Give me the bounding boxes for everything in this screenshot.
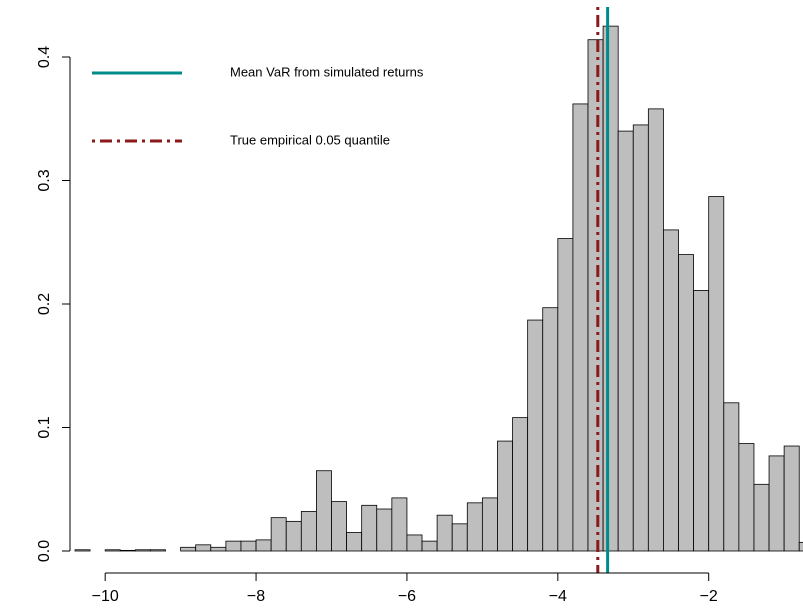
bar [557, 238, 574, 552]
bar [150, 549, 166, 552]
bar [617, 130, 634, 552]
bar [451, 523, 468, 552]
bar [783, 445, 800, 552]
bar [693, 290, 710, 552]
bar [708, 196, 725, 552]
bar [798, 541, 803, 552]
bar [225, 540, 242, 552]
bar [270, 517, 287, 552]
bar [723, 402, 740, 552]
bar [738, 443, 755, 552]
bar [210, 546, 227, 552]
bar [406, 534, 423, 552]
y-tick-label: 0.4 [36, 46, 53, 68]
bar [421, 540, 438, 552]
bar [527, 319, 544, 552]
y-tick-label: 0.0 [36, 540, 53, 562]
y-tick-label: 0.1 [36, 416, 53, 438]
bar [768, 455, 785, 552]
bar [572, 103, 589, 552]
bar [512, 417, 529, 552]
bar [316, 470, 332, 552]
x-tick-label: −2 [700, 588, 718, 605]
bar [134, 549, 151, 552]
x-tick-label: −4 [549, 588, 567, 605]
bar [647, 108, 664, 552]
bar [663, 229, 679, 552]
bar [180, 546, 197, 552]
bar [104, 549, 121, 552]
bar [300, 511, 317, 552]
bar [481, 497, 498, 552]
bar [391, 497, 408, 552]
bar [285, 520, 302, 552]
bar [632, 124, 649, 552]
bar [466, 502, 483, 552]
x-tick-label: −6 [398, 588, 416, 605]
bar [119, 549, 136, 552]
bar [361, 504, 378, 552]
bar [542, 307, 559, 552]
bar [376, 508, 393, 552]
y-tick-label: 0.2 [36, 293, 53, 315]
bar [587, 39, 604, 552]
bar [240, 540, 257, 552]
bar [436, 514, 453, 552]
x-tick-label: −10 [92, 588, 119, 605]
plot-area [74, 7, 803, 573]
x-tick-label: −8 [247, 588, 265, 605]
bar [74, 549, 91, 552]
bar [753, 483, 770, 552]
bar [678, 254, 695, 552]
bar [255, 539, 272, 552]
bar [497, 440, 513, 552]
legend-label: True empirical 0.05 quantile [230, 132, 390, 147]
y-tick-label: 0.3 [36, 169, 53, 191]
bar [346, 532, 363, 552]
bar [195, 544, 212, 552]
bar [602, 25, 619, 552]
bar [331, 501, 347, 552]
legend-label: Mean VaR from simulated returns [230, 64, 424, 79]
